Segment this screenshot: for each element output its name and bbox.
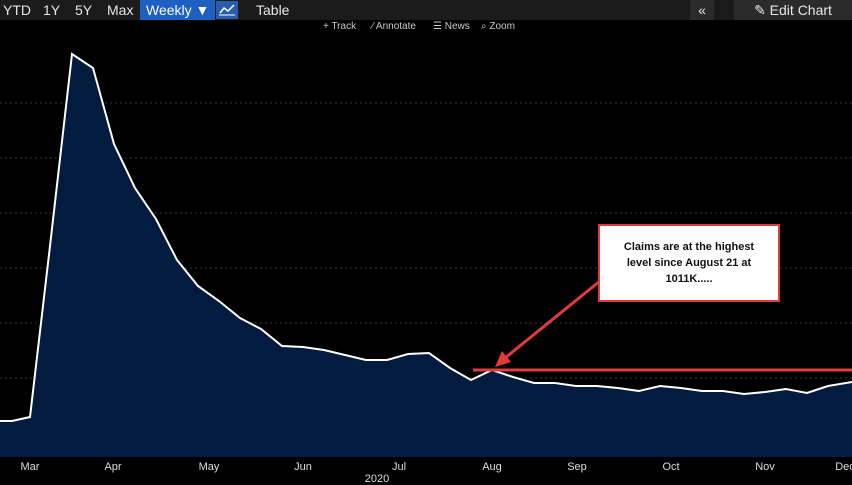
x-tick-label: Jul [391, 461, 407, 473]
x-tick-label: Oct [662, 461, 680, 473]
x-tick-label: May [198, 461, 220, 473]
x-axis-year-label: 2020 [364, 473, 390, 485]
claims-line [0, 52, 852, 422]
chart-type-button[interactable] [216, 1, 238, 19]
annotation-arrowhead [495, 351, 511, 367]
x-tick-label: Jun [294, 461, 312, 473]
x-tick-label: Aug [482, 461, 502, 473]
line-chart-icon [219, 4, 235, 16]
edit-chart-button[interactable]: ✎ Edit Chart [734, 0, 852, 20]
collapse-panel-button[interactable]: « [690, 0, 714, 20]
chart-toolbar: YTD 1Y 5Y Max Weekly ▼ Table « ✎ Edit Ch… [0, 0, 852, 20]
range-ytd-button[interactable]: YTD [3, 2, 31, 18]
track-tool[interactable]: + Track [323, 21, 357, 32]
range-1y-button[interactable]: 1Y [43, 2, 61, 18]
frequency-dropdown[interactable]: Weekly ▼ [140, 0, 216, 20]
annotation-arrow [504, 279, 601, 360]
x-axis: Mar Apr May Jun Jul Aug Sep Oct Nov Dec … [0, 457, 852, 485]
x-tick-label: Sep [567, 461, 587, 473]
x-tick-label: Nov [755, 461, 775, 473]
claims-area-chart [0, 52, 852, 457]
zoom-tool[interactable]: ⌕ Zoom [481, 21, 515, 32]
annotation-callout: Claims are at the highest level since Au… [598, 224, 780, 302]
x-tick-label: Mar [20, 461, 40, 473]
claims-area [0, 54, 852, 457]
chart-plot-area[interactable] [0, 36, 852, 457]
x-tick-label: Apr [104, 461, 122, 473]
range-5y-button[interactable]: 5Y [75, 2, 93, 18]
table-button[interactable]: Table [256, 2, 290, 18]
x-tick-label: Dec [835, 461, 852, 473]
annotate-tool[interactable]: ⁄ Annotate [372, 21, 416, 32]
range-max-button[interactable]: Max [107, 2, 134, 18]
news-tool[interactable]: ☰ News [433, 21, 470, 32]
